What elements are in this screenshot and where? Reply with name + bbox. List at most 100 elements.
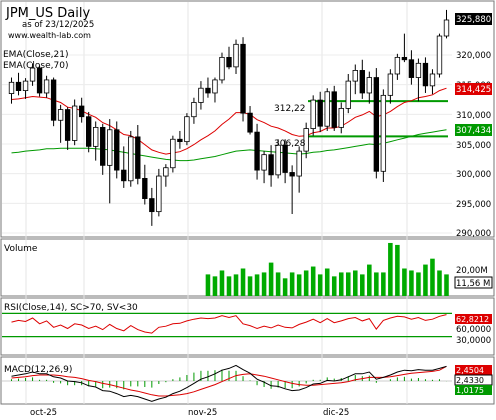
volume-bar [353,270,358,296]
rsi-tick: 60,0000 [456,325,491,335]
candle-body [107,129,113,166]
candle-body [317,99,323,127]
ema21-value-box [455,83,492,95]
candle-body [22,80,29,91]
volume-bar [205,274,211,296]
candle-body [261,154,267,171]
volume-bars [205,242,449,296]
candle-body [296,150,302,177]
candle-body [135,136,141,179]
date-tick-nov: nov-25 [188,408,217,418]
macd-series [2,364,452,402]
candle-body [310,99,316,129]
candle-body [198,87,204,103]
volume-bar [437,270,442,296]
volume-bar [233,274,239,296]
volume-bar [296,274,302,296]
chart-title: JPM_US Daily [5,6,90,21]
candle-body [408,59,415,78]
candle-body [191,102,197,118]
macd-signal-box [455,365,492,375]
volume-bar [240,268,246,296]
price-tick: 295,000 [456,200,491,210]
macd-hist-box [455,385,492,395]
ema70-value-box [455,124,492,136]
rsi-value-box [455,314,492,324]
rsi-label: RSI(Close,14), SC>70, SV<30 [4,303,138,313]
candle-body [212,79,218,94]
candle-body [415,62,422,78]
price-tick: 300,000 [456,170,491,180]
candle-body [359,70,365,94]
candle-body [422,62,429,87]
volume-label: Volume [4,244,38,254]
rsi-panel [0,297,495,356]
macd-value: 2,4330 [456,376,484,385]
candlesticks [8,9,450,226]
volume-bar [226,276,232,296]
volume-bar [247,276,253,296]
candle-body [387,73,394,96]
candle-body [177,138,183,143]
candle-body [380,94,387,172]
candle-body [64,109,71,141]
macd-hist-value: 1,0175 [456,386,484,395]
candle-body [205,87,211,94]
rsi-value-label: 62,8212 [456,315,489,324]
volume-bar [317,274,323,296]
as-of-date: as of 23/12/2025 [22,20,94,30]
date-tick-dic: dic-25 [323,408,349,418]
volume-bar [324,268,330,296]
candle-body [303,128,309,152]
volume-bar [360,274,365,296]
macd-line [11,364,447,402]
candle-body [163,167,169,177]
volume-bar [444,274,449,296]
candle-body [57,109,64,121]
volume-bar [261,272,267,296]
candle-body [429,73,436,87]
candle-body [71,105,78,141]
candle-body [86,116,92,147]
support-annotation-upper: 312,22 [274,104,306,114]
volume-bar [381,272,386,296]
volume-bar [345,272,351,296]
ema21-legend: EMA(Close,21) [3,50,68,60]
candle-body [8,81,15,94]
candle-body [15,81,22,92]
ema70-value-label: 307,434 [456,126,491,136]
candle-body [149,198,155,213]
volume-bar [219,270,225,296]
volume-bar [416,272,421,296]
volume-bar [374,272,379,296]
candle-body [247,112,253,133]
candle-body [142,178,148,199]
candle-body [254,131,260,171]
candle-body [184,116,190,143]
candle-body [401,56,408,61]
candle-body [289,172,295,177]
volume-bar [409,270,414,296]
volume-bar [275,272,281,296]
candle-body [128,136,134,182]
volume-bar [212,276,218,296]
candle-body [240,43,246,114]
volume-bar [388,242,393,296]
rsi-tick: 30,0000 [456,336,491,346]
candle-body [338,108,344,128]
candle-body [219,56,225,81]
candle-body [50,79,57,121]
date-tick-oct: oct-25 [30,408,57,418]
volume-bar [423,264,428,296]
candle-body [114,129,120,171]
candle-body [29,67,36,82]
rsi-series [2,312,452,338]
price-tick: 310,000 [456,111,491,121]
candle-body [443,19,450,37]
macd-label: MACD(12,26,9) [4,365,72,375]
candle-body [394,56,401,75]
volume-bar [282,278,288,296]
volume-bar [430,258,435,296]
volume-bar [338,272,344,296]
